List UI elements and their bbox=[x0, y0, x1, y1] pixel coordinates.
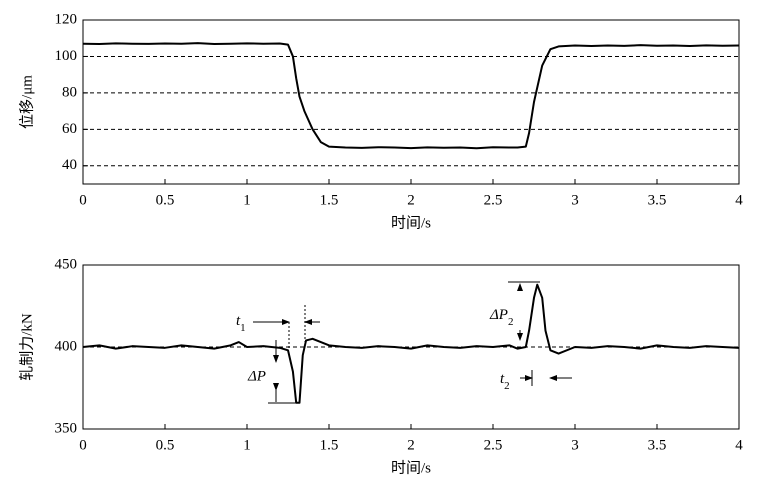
annotation-sub: 1 bbox=[240, 322, 246, 334]
y-tick-label: 400 bbox=[55, 338, 78, 354]
annotation: ΔP2 bbox=[489, 307, 513, 327]
x-axis-label: 时间/s bbox=[391, 459, 431, 476]
x-tick-label: 1.5 bbox=[320, 192, 339, 208]
y-tick-label: 100 bbox=[55, 48, 78, 64]
x-tick-label: 0 bbox=[79, 437, 87, 453]
y-tick-label: 350 bbox=[55, 420, 78, 436]
y-tick-label: 450 bbox=[55, 256, 78, 272]
y-axis-label: 轧制力/kN bbox=[18, 313, 35, 381]
annotation: t2 bbox=[500, 371, 510, 391]
y-tick-label: 120 bbox=[55, 11, 78, 27]
annotation-text: t bbox=[500, 371, 505, 387]
data-line bbox=[82, 42, 740, 150]
x-tick-label: 1 bbox=[243, 437, 251, 453]
annotation-sub: 2 bbox=[508, 316, 514, 328]
x-axis-label: 时间/s bbox=[391, 214, 431, 231]
y-tick-label: 40 bbox=[62, 157, 77, 173]
y-tick-label: 80 bbox=[62, 84, 77, 100]
annotation-sub: 2 bbox=[504, 380, 510, 392]
x-tick-label: 3.5 bbox=[648, 192, 667, 208]
x-tick-label: 4 bbox=[735, 437, 743, 453]
data-line bbox=[82, 283, 740, 404]
x-tick-label: 1 bbox=[243, 192, 251, 208]
x-tick-label: 3 bbox=[571, 192, 579, 208]
x-tick-label: 1.5 bbox=[320, 437, 339, 453]
x-tick-label: 0.5 bbox=[156, 192, 175, 208]
x-tick-label: 2 bbox=[407, 437, 415, 453]
x-tick-label: 2.5 bbox=[484, 437, 503, 453]
x-tick-label: 2 bbox=[407, 192, 415, 208]
annotation-text: t bbox=[236, 313, 241, 329]
x-tick-label: 4 bbox=[735, 192, 743, 208]
x-tick-label: 0 bbox=[79, 192, 87, 208]
annotation: ΔP bbox=[247, 368, 266, 384]
x-tick-label: 2.5 bbox=[484, 192, 503, 208]
x-tick-label: 3 bbox=[571, 437, 579, 453]
y-axis-label: 位移/μm bbox=[18, 75, 35, 129]
x-tick-label: 0.5 bbox=[156, 437, 175, 453]
y-tick-label: 60 bbox=[62, 121, 77, 137]
annotation-guides bbox=[253, 281, 572, 404]
annotation: t1 bbox=[236, 313, 246, 333]
plot-frame bbox=[82, 19, 740, 185]
x-tick-label: 3.5 bbox=[648, 437, 667, 453]
annotation-text: ΔP bbox=[489, 307, 508, 323]
